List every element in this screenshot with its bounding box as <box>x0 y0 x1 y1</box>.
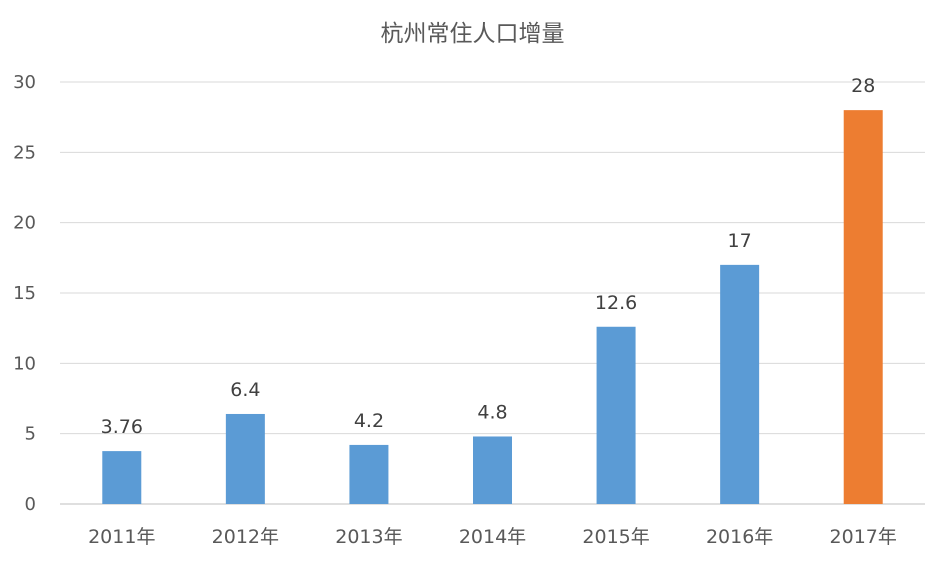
x-tick-label: 2011年 <box>88 526 155 548</box>
y-tick-label: 20 <box>13 213 36 234</box>
y-tick-label: 10 <box>13 353 36 374</box>
x-tick-label: 2013年 <box>335 526 402 548</box>
bar <box>596 326 636 504</box>
x-tick-label: 2016年 <box>706 526 773 548</box>
data-label: 4.8 <box>477 401 507 423</box>
y-tick-label: 5 <box>25 424 36 445</box>
bar <box>473 436 512 504</box>
x-tick-label: 2012年 <box>212 526 279 548</box>
data-label: 28 <box>851 75 875 97</box>
x-tick-label: 2014年 <box>459 526 526 548</box>
data-label: 17 <box>728 230 752 252</box>
bar <box>843 110 883 504</box>
x-tick-label: 2015年 <box>582 526 649 548</box>
chart-title: 杭州常住人口增量 <box>380 21 565 47</box>
x-tick-label: 2017年 <box>830 526 897 548</box>
bar <box>349 444 389 504</box>
data-label: 6.4 <box>230 379 260 401</box>
bar <box>720 264 760 504</box>
y-tick-label: 30 <box>13 72 36 93</box>
data-label: 12.6 <box>595 292 637 314</box>
data-label: 3.76 <box>101 416 143 438</box>
y-tick-label: 0 <box>25 494 36 515</box>
y-tick-label: 15 <box>13 283 36 304</box>
bar <box>225 413 265 504</box>
y-tick-label: 25 <box>13 142 36 163</box>
bar <box>102 451 142 504</box>
data-label: 4.2 <box>354 410 384 432</box>
